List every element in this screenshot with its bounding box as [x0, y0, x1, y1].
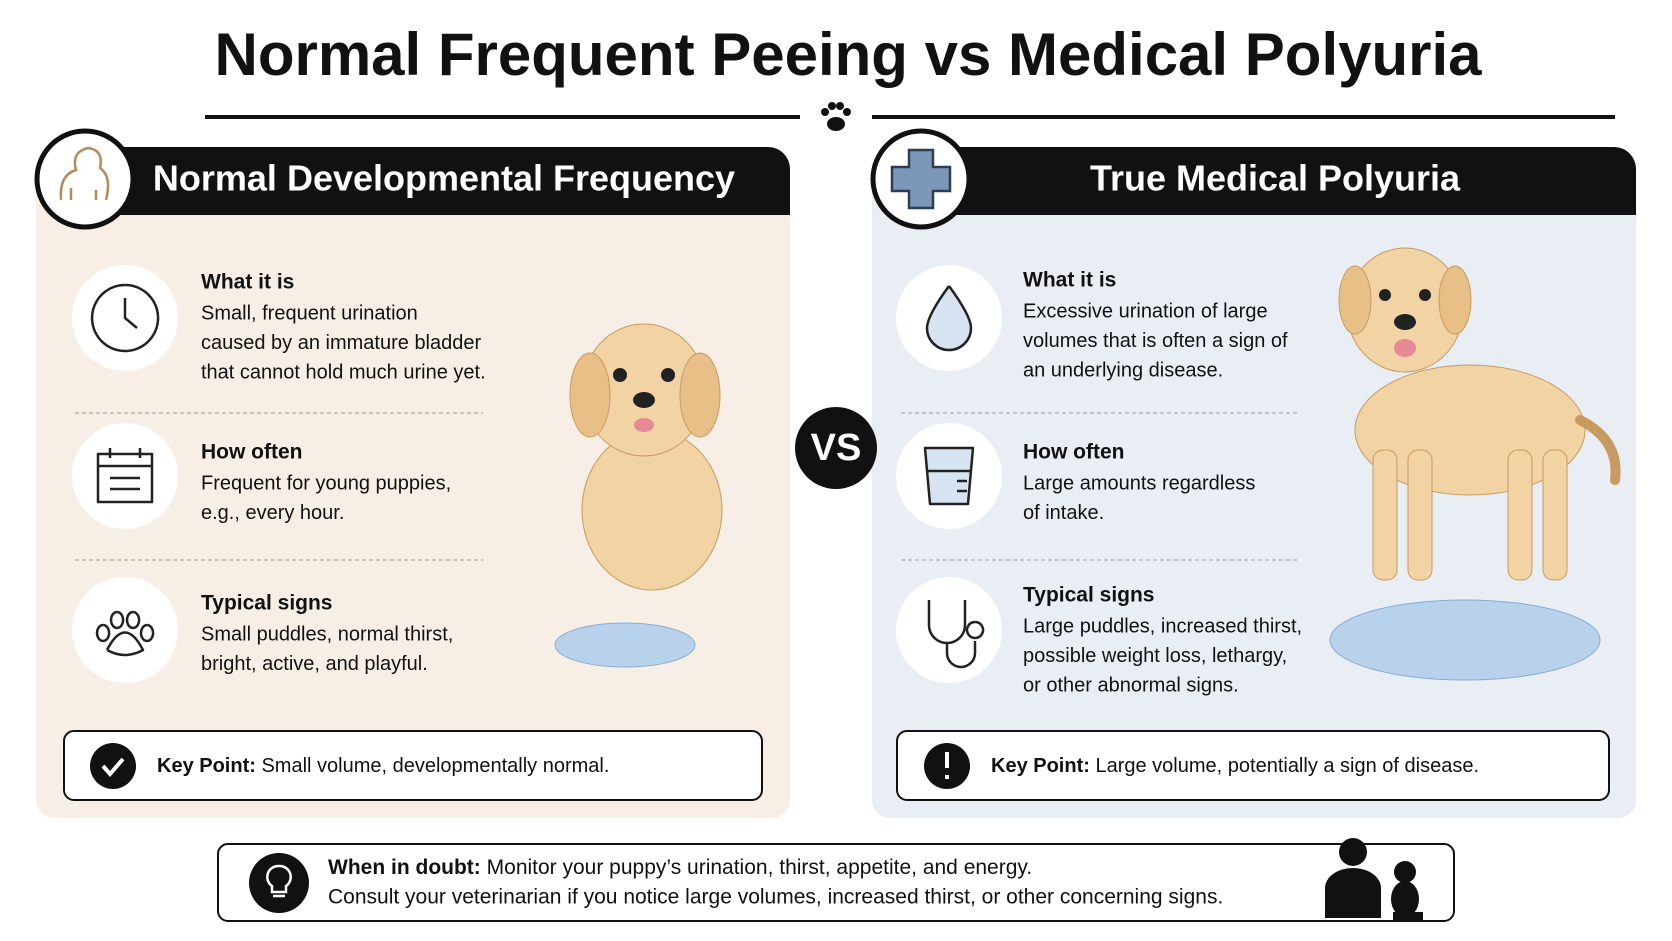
dog-eye — [1419, 289, 1431, 301]
puppy-ear — [679, 352, 721, 438]
puppy-nose — [633, 392, 655, 408]
bulb-shape — [266, 864, 292, 898]
key-point-mark — [101, 757, 125, 778]
item-text: e.g., every hour. — [201, 502, 344, 524]
vs-badge — [795, 407, 877, 489]
puddle — [554, 622, 696, 668]
dog-tail — [1575, 415, 1621, 485]
item-label: How often — [1023, 441, 1124, 464]
footer-line: When in doubt: Monitor your puppy’s urin… — [328, 856, 1032, 879]
dog-ear — [1438, 265, 1472, 335]
bulb-icon — [249, 853, 309, 913]
vs-text: VS — [811, 427, 862, 469]
item-icon-circle — [72, 423, 178, 529]
dog-leg — [1407, 449, 1433, 581]
item-icon-circle — [72, 577, 178, 683]
item-text: an underlying disease. — [1023, 359, 1223, 381]
item-icon — [925, 285, 973, 352]
item-text: Large puddles, increased thirst, — [1023, 615, 1302, 637]
item-text: Large amounts regardless — [1023, 472, 1255, 494]
item-icon — [90, 283, 160, 353]
key-point-icon — [90, 743, 136, 789]
title: Normal Frequent Peeing vs Medical Polyur… — [214, 21, 1482, 88]
item-label: Typical signs — [1023, 584, 1155, 607]
dog-leg — [1372, 449, 1398, 581]
item-label: How often — [201, 441, 302, 464]
key-point-text: Small volume, developmentally normal. — [261, 755, 609, 777]
item-icon-circle — [896, 577, 1002, 683]
key-point-box — [896, 730, 1610, 801]
item-icon — [923, 446, 975, 506]
item-text: volumes that is often a sign of — [1023, 330, 1288, 352]
vet-icon — [1325, 838, 1423, 920]
header-icon-circle — [34, 128, 136, 230]
cross-icon — [890, 148, 952, 210]
item-text: that cannot hold much urine yet. — [201, 361, 486, 383]
item-text: possible weight loss, lethargy, — [1023, 645, 1287, 667]
panel-heading: Normal Developmental Frequency — [153, 158, 735, 199]
dog-leg — [1507, 449, 1533, 581]
footer-box — [217, 843, 1455, 922]
dog-nose — [1394, 314, 1416, 330]
water-puddle — [1329, 599, 1601, 681]
item-text: of intake. — [1023, 502, 1104, 524]
key-point-label: Key Point: — [991, 755, 1090, 777]
item-label: What it is — [1023, 269, 1116, 292]
panel-heading: True Medical Polyuria — [1090, 158, 1461, 199]
panel-header — [922, 147, 1636, 215]
puppy-ear — [569, 352, 611, 438]
puppy-icon — [59, 146, 110, 201]
item-text: Small, frequent urination — [201, 302, 418, 324]
footer-text: Monitor your puppy’s urination, thirst, … — [487, 856, 1033, 879]
key-point: Key Point: Small volume, developmentally… — [157, 755, 609, 777]
key-point-box — [63, 730, 763, 801]
item-text: Frequent for young puppies, — [201, 472, 451, 494]
dog-leg — [1542, 449, 1568, 581]
item-text: bright, active, and playful. — [201, 653, 428, 675]
item-label: What it is — [201, 271, 294, 294]
item-text: caused by an immature bladder — [201, 332, 481, 354]
dog-ear — [1338, 265, 1372, 335]
footer-label: When in doubt: — [328, 856, 481, 879]
item-icon — [927, 600, 985, 669]
paw-icon — [821, 102, 851, 131]
key-point: Key Point: Large volume, potentially a s… — [991, 755, 1479, 777]
key-point-label: Key Point: — [157, 755, 256, 777]
footer-line: Consult your veterinarian if you notice … — [328, 886, 1223, 909]
item-text: Excessive urination of large — [1023, 300, 1268, 322]
panel-header — [86, 147, 790, 215]
item-label: Typical signs — [201, 592, 333, 615]
item-text: Small puddles, normal thirst, — [201, 623, 453, 645]
item-text: or other abnormal signs. — [1023, 674, 1239, 696]
puppy-tongue — [634, 418, 654, 432]
item-icon — [95, 610, 155, 657]
dog-tongue — [1394, 339, 1416, 357]
puppy-eye — [661, 368, 675, 382]
puppy-eye — [613, 368, 627, 382]
dog-eye — [1379, 289, 1391, 301]
item-icon — [96, 448, 154, 504]
key-point-text: Large volume, potentially a sign of dise… — [1095, 755, 1479, 777]
